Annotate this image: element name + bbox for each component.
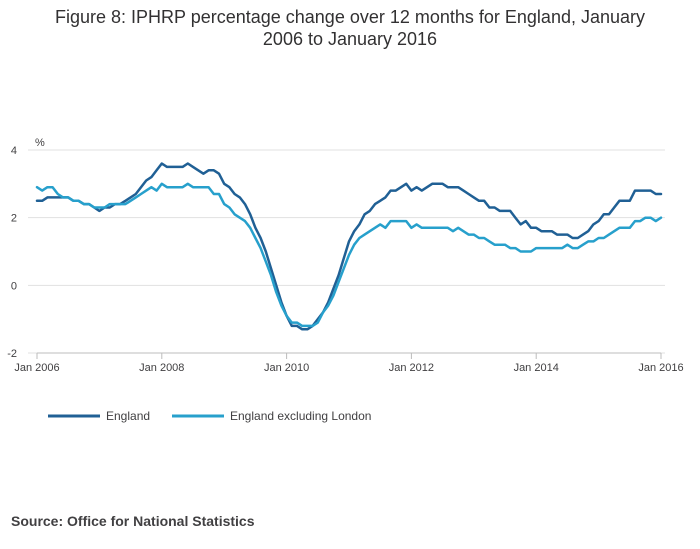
series-lines <box>35 162 663 331</box>
y-axis-unit-label: % <box>35 137 45 149</box>
x-tick-label: Jan 2014 <box>514 362 559 374</box>
chart-title: Figure 8: IPHRP percentage change over 1… <box>0 6 700 50</box>
x-tick-label: Jan 2006 <box>14 362 59 374</box>
legend-label: England excluding London <box>230 409 371 423</box>
y-tick-label: 2 <box>11 213 17 225</box>
x-tick-label: Jan 2008 <box>139 362 184 374</box>
x-tick-label: Jan 2012 <box>389 362 434 374</box>
chart-title-line-1: Figure 8: IPHRP percentage change over 1… <box>54 7 646 27</box>
series-line-england-excluding-london <box>35 182 663 328</box>
source-note: Source: Office for National Statistics <box>11 513 255 529</box>
y-tick-label: 4 <box>11 145 17 157</box>
y-tick-label: -2 <box>7 348 17 360</box>
series-line-england <box>35 162 663 331</box>
x-axis: Jan 2006 Jan 2008 Jan 2010 Jan 2012 Jan 2014… <box>14 352 684 374</box>
y-tick-label: 0 <box>11 280 17 292</box>
chart-title-line-2: 2006 to January 2016 <box>262 29 438 49</box>
legend-label: England <box>106 409 150 423</box>
x-tick-label: Jan 2016 <box>638 362 683 374</box>
y-axis: -2 0 2 4% <box>7 137 45 360</box>
x-tick-label: Jan 2010 <box>264 362 309 374</box>
legend: England England excluding London <box>48 409 371 423</box>
